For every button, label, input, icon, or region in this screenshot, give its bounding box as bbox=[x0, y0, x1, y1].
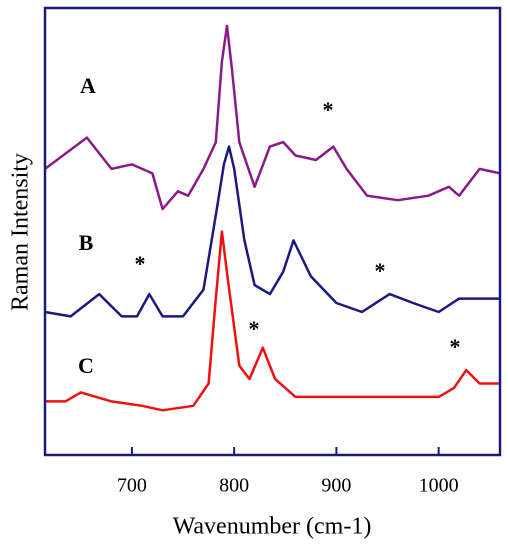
annotation: * bbox=[135, 251, 146, 276]
line-series bbox=[44, 24, 501, 211]
annotation: * bbox=[375, 258, 386, 283]
annotation: * bbox=[323, 97, 334, 122]
x-tick-label: 1000 bbox=[419, 475, 459, 497]
annotation: A bbox=[80, 73, 96, 98]
annotation: C bbox=[78, 353, 94, 378]
annotation: B bbox=[79, 230, 94, 255]
annotation: * bbox=[450, 334, 461, 359]
x-tick-label: 700 bbox=[117, 475, 147, 497]
line-series bbox=[44, 145, 500, 318]
x-tick-label: 900 bbox=[321, 475, 351, 497]
x-tick-label: 800 bbox=[219, 475, 249, 497]
annotation: * bbox=[249, 316, 260, 341]
y-axis-label: Raman Intensity bbox=[8, 153, 34, 311]
plot-frame bbox=[43, 6, 502, 457]
line-series bbox=[45, 230, 500, 412]
x-axis-label: Wavenumber (cm-1) bbox=[173, 514, 372, 540]
